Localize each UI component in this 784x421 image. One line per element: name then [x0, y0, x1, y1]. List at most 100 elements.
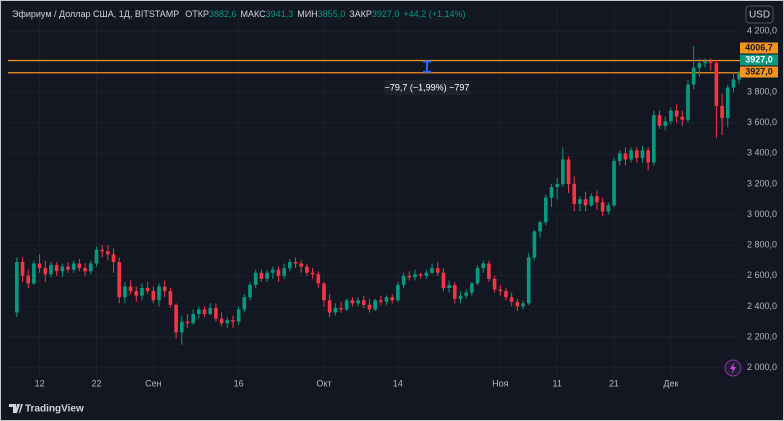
candle-body [669, 110, 673, 122]
candle-body [509, 297, 514, 302]
candle-body [623, 153, 628, 160]
y-tick-label: 2 000,0 [747, 362, 777, 372]
candle-body [646, 150, 650, 163]
candle-body [305, 266, 309, 273]
levels: −79,7 (−1,99%) −797 [8, 59, 740, 95]
candle-body [686, 84, 690, 120]
candle-body [134, 291, 139, 296]
candle-body [54, 265, 59, 272]
candle-body [43, 268, 48, 275]
candle-body [634, 150, 639, 158]
candle-body [640, 150, 645, 158]
level-tag [740, 66, 778, 78]
candle-body [589, 196, 594, 206]
candle-body [361, 300, 366, 305]
candle-body [168, 291, 173, 305]
candle-body [481, 263, 486, 269]
candle-body [32, 263, 36, 284]
candle-body [492, 278, 497, 290]
tv-logo [9, 404, 23, 413]
branding: TradingView [25, 404, 84, 415]
candle-body [37, 263, 42, 269]
candle-body [288, 262, 292, 269]
x-tick-label: 16 [234, 378, 244, 388]
candle-body [214, 307, 218, 319]
candle-body [123, 286, 127, 298]
candle-body [128, 286, 133, 292]
level-tag-label: 3927,0 [745, 66, 773, 76]
candle-body [452, 284, 457, 299]
y-tick-label: 3 200,0 [747, 178, 777, 188]
candle-body [208, 307, 213, 315]
candle-body [708, 61, 713, 64]
currency-label[interactable]: USD [749, 10, 770, 21]
candle-body [663, 121, 668, 126]
x-tick-label: 14 [393, 378, 403, 388]
x-tick-label: 22 [91, 378, 101, 388]
candle-body [447, 284, 451, 289]
candle-body [253, 272, 258, 285]
candle-body [162, 286, 167, 292]
candle-body [532, 231, 537, 258]
candle-body [66, 266, 70, 270]
candle-body [629, 150, 633, 160]
candle-body [407, 275, 412, 278]
candle-body [174, 304, 178, 333]
title: Эфириум / Доллар США, 1Д, BITSTAMP [12, 9, 179, 19]
candle-body [657, 115, 662, 126]
chart-header: Эфириум / Доллар США, 1Д, BITSTAMP ОТКР38… [12, 9, 465, 19]
candle-body [49, 265, 53, 275]
candle-body [94, 249, 99, 264]
candle-body [219, 318, 224, 324]
y-tick-label: 2 400,0 [747, 301, 777, 311]
measure-box [384, 80, 470, 95]
candle-body [373, 300, 377, 310]
candle-body [333, 307, 338, 313]
candle-body [526, 257, 531, 304]
candle-body [225, 320, 230, 324]
level-tag-label: 4006,7 [745, 42, 773, 52]
candle-body [396, 284, 400, 301]
x-tick-label: Ноя [492, 378, 509, 388]
candle-body [470, 283, 474, 293]
candle-body [242, 297, 247, 310]
candle-body [572, 183, 577, 204]
candle-body [725, 87, 730, 119]
last-price-label: 3927,0 [745, 54, 773, 64]
candle-body [555, 183, 559, 188]
y-tick-label: 2 200,0 [747, 331, 777, 341]
candle-body [714, 63, 719, 106]
candle-body [157, 286, 161, 301]
candle-body [458, 295, 463, 299]
y-tick-label: 3 600,0 [747, 117, 777, 127]
candle-body [691, 67, 696, 85]
candle-body [720, 105, 724, 119]
candle-body [487, 263, 491, 279]
candle-body [737, 72, 741, 80]
ohlc-label: МИН [297, 9, 317, 19]
candle-body [282, 268, 286, 276]
candle-body [350, 300, 355, 304]
candle-body [680, 116, 685, 120]
candle-body [248, 284, 252, 298]
measure-label: −79,7 (−1,99%) −797 [385, 82, 470, 92]
candle-body [179, 321, 184, 333]
candle-body [379, 300, 383, 302]
candle-body [151, 291, 156, 301]
axes: 4 200,04 000,03 800,03 600,03 400,03 200… [35, 25, 778, 388]
currency-button[interactable] [745, 5, 774, 24]
candle-body [600, 202, 605, 212]
candle-body [20, 262, 25, 276]
x-tick-label: Сен [145, 378, 162, 388]
ohlc-label: МАКС [241, 9, 267, 19]
x-tick-label: 12 [35, 378, 45, 388]
candle-body [424, 272, 429, 276]
candle-body [401, 275, 406, 285]
candle-body [276, 269, 281, 276]
x-tick-label: Окт [316, 378, 331, 388]
candle-body [231, 320, 235, 322]
candle-body [384, 297, 389, 302]
candle-body [60, 266, 65, 272]
